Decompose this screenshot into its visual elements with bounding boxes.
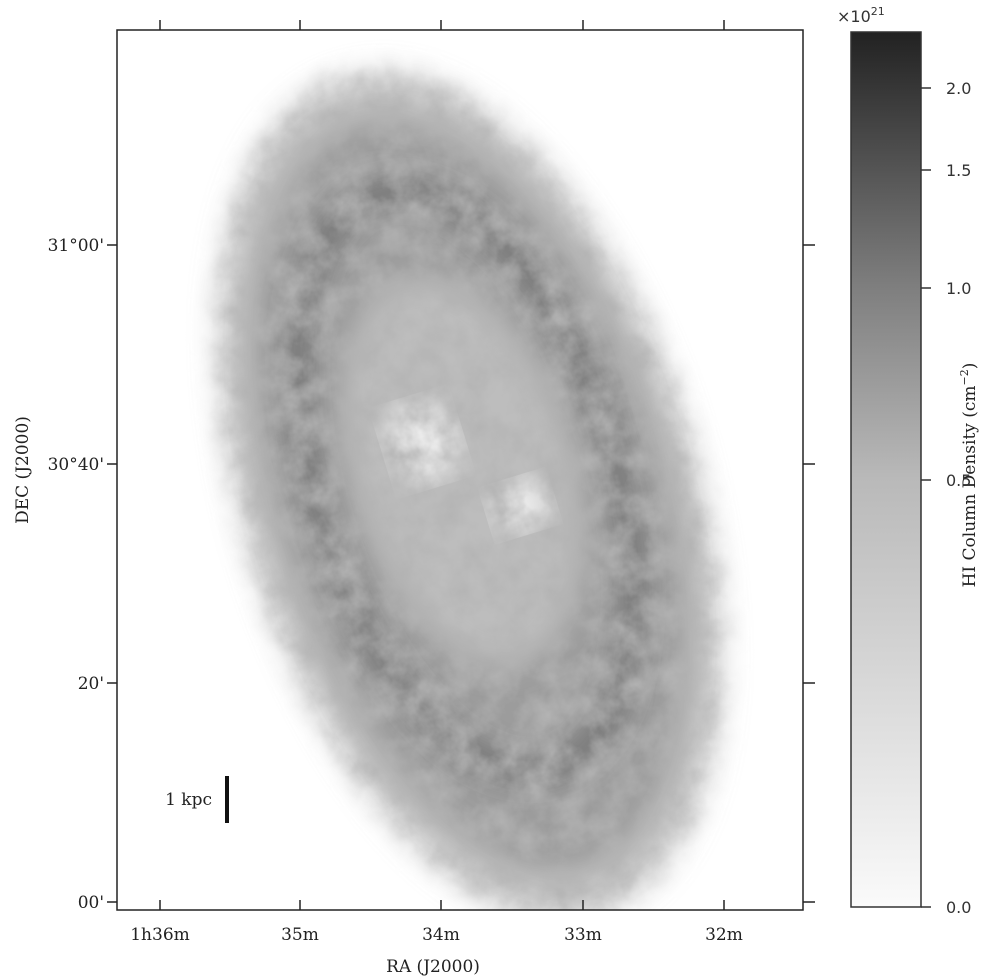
colorbar-tick-label: 1.5 [946, 161, 971, 180]
colorbar-tick-label: 0.5 [946, 471, 971, 490]
colorbar-tick-label: 1.0 [946, 279, 971, 298]
x-tick-label: 35m [281, 925, 319, 945]
colorbar-label-suffix: ) [960, 363, 980, 370]
y-tick-label: 31°00' [48, 236, 104, 256]
scale-bar-label: 1 kpc [165, 790, 212, 810]
x-tick-label: 1h36m [130, 925, 190, 945]
colorbar-tick-label: 2.0 [946, 79, 971, 98]
colorbar-label: HI Column Density (cm−2) [958, 363, 980, 588]
colorbar-multiplier: ×1021 [837, 5, 885, 26]
y-axis-label: DEC (J2000) [13, 416, 33, 524]
x-tick-label: 32m [705, 925, 743, 945]
x-axis-label: RA (J2000) [386, 957, 480, 977]
y-tick-label: 00' [78, 893, 104, 913]
y-tick-label: 20' [78, 674, 104, 694]
multiplier-exponent: 21 [871, 5, 885, 18]
colorbar [850, 31, 922, 908]
colorbar-label-sup: −2 [958, 369, 971, 385]
y-tick-label: 30°40' [48, 455, 104, 475]
galaxy-image [220, 73, 720, 910]
colorbar-tick-label: 0.0 [946, 898, 971, 917]
x-tick-label: 34m [422, 925, 460, 945]
x-tick-label: 33m [564, 925, 602, 945]
scale-bar: 1 kpc [165, 776, 229, 823]
colorbar-label-text: HI Column Density (cm [960, 385, 980, 587]
plot-frame [116, 29, 804, 911]
multiplier-base: ×10 [837, 7, 871, 26]
